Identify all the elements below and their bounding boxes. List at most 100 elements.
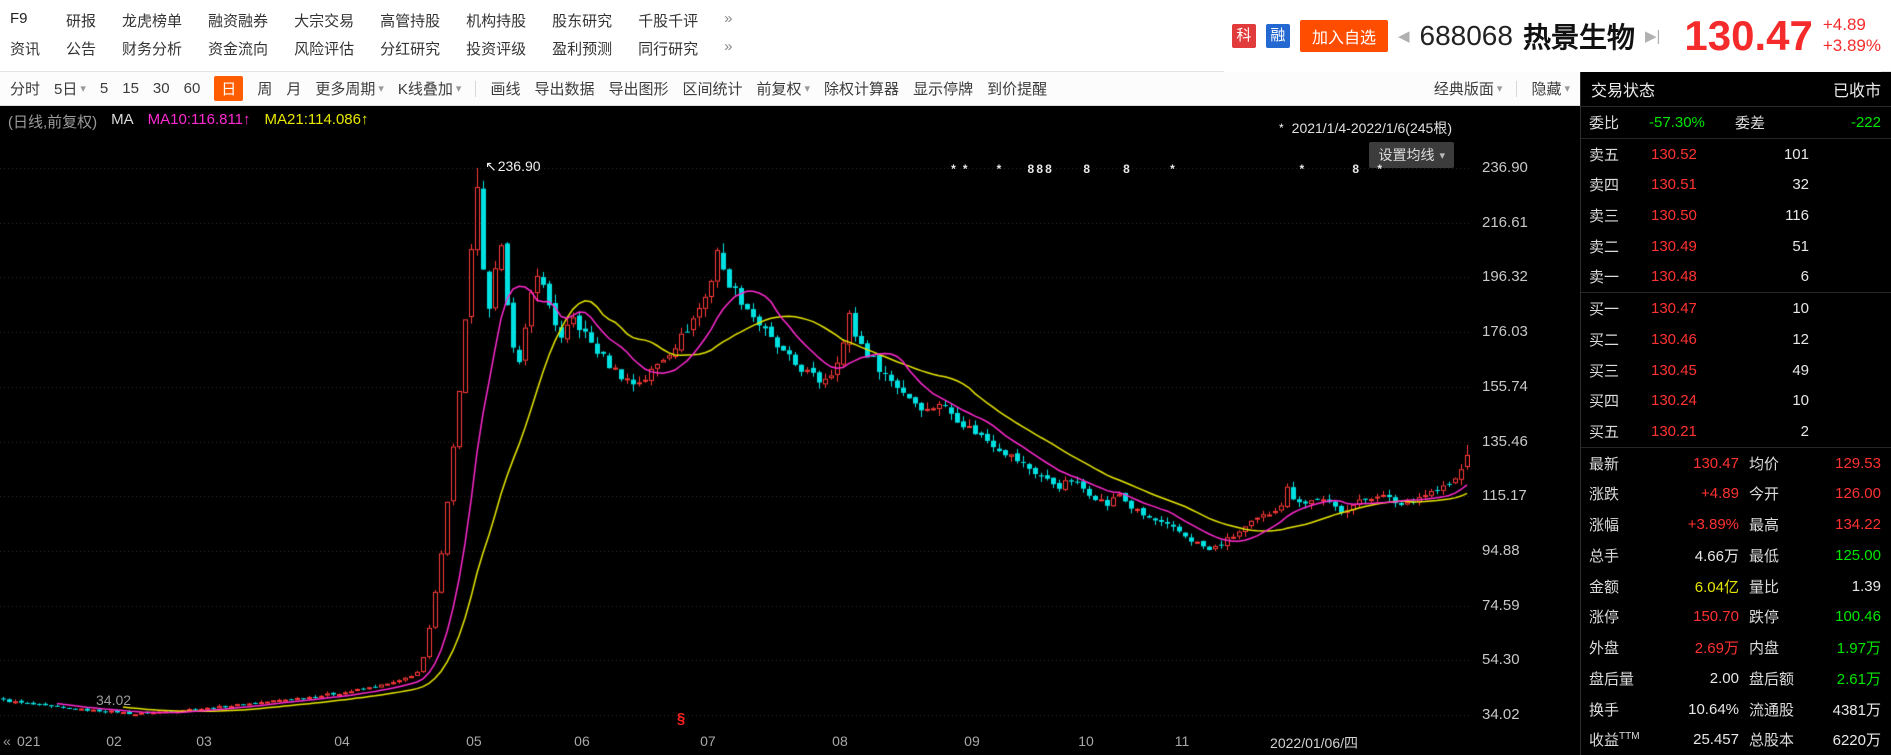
y-axis-label: 74.59: [1482, 596, 1520, 614]
event-marker[interactable]: 8: [1352, 162, 1360, 176]
event-marker[interactable]: 8: [1123, 162, 1130, 176]
toolbar-item-前复权[interactable]: 前复权 ▾: [757, 78, 811, 99]
toolbar-item-60[interactable]: 60: [184, 80, 201, 97]
add-watchlist-button[interactable]: 加入自选: [1299, 20, 1388, 52]
event-marker[interactable]: *: [996, 162, 1002, 176]
menu-row2-item-2[interactable]: 财务分析: [122, 41, 183, 58]
detail-label-1-text: 换手: [1589, 701, 1620, 719]
toolbar-item-导出图形[interactable]: 导出图形: [608, 78, 668, 99]
menu-row2-item-1[interactable]: 公告: [66, 41, 97, 58]
menu-row1-item-2[interactable]: 融资融券: [208, 13, 269, 30]
menu-more-chevron-2[interactable]: »: [724, 38, 733, 55]
menu-row1-item-1[interactable]: 龙虎榜单: [122, 13, 183, 30]
event-marker-icon: *: [1278, 121, 1284, 135]
y-axis-label: 115.17: [1482, 487, 1527, 505]
toolbar-item-除权计算器[interactable]: 除权计算器: [824, 78, 899, 99]
toolbar-item-更多周期[interactable]: 更多周期 ▾: [315, 78, 384, 99]
toolbar-item-日[interactable]: 日: [214, 76, 244, 101]
toolbar-item-到价提醒[interactable]: 到价提醒: [987, 78, 1047, 99]
toolbar-item-15[interactable]: 15: [122, 80, 139, 97]
detail-label-1: 涨跌: [1589, 483, 1653, 504]
detail-value-2: 125.00: [1835, 546, 1881, 564]
toolbar-item-月[interactable]: 月: [286, 78, 301, 99]
ask-row-2[interactable]: 卖四 130.51 32: [1581, 169, 1891, 200]
toolbar-item-画线[interactable]: 画线: [490, 78, 520, 99]
toolbar-item-导出数据[interactable]: 导出数据: [534, 78, 594, 99]
menu-row2-item-3[interactable]: 资金流向: [208, 41, 269, 58]
toolbar-item-label: 5: [99, 80, 109, 97]
toolbar-item-30[interactable]: 30: [153, 80, 170, 97]
ask-row-1[interactable]: 卖五 130.52 101: [1581, 139, 1891, 170]
toolbar-item-label: 经典版面: [1433, 81, 1494, 98]
toolbar-item-label: 前复权: [756, 81, 802, 98]
chart-column: 分时 5日 ▾ 5 15 30 60 日周月更多周期 ▾ K线叠加 ▾ 画线 导出数据 导出图形 区间统计前…: [0, 72, 1580, 755]
ma-settings-label: 设置均线: [1378, 147, 1435, 163]
toolbar-item-5[interactable]: 5: [100, 80, 108, 97]
toolbar-item-经典版面[interactable]: 经典版面 ▾: [1434, 78, 1503, 99]
toolbar-item-K线叠加[interactable]: K线叠加 ▾: [398, 78, 462, 99]
ma-label: MA: [111, 111, 134, 128]
margin-trading-badge: 融: [1265, 24, 1290, 48]
ask-row-3[interactable]: 卖三 130.50 116: [1581, 200, 1891, 231]
bid-row-4[interactable]: 买四 130.24 10: [1581, 385, 1891, 416]
toolbar-item-label: K线叠加: [397, 81, 453, 98]
detail-row-2: 涨跌 +4.89 今开 126.00: [1581, 479, 1891, 510]
ma-settings-button[interactable]: 设置均线 ▾: [1369, 142, 1454, 168]
event-marker[interactable]: 8: [1036, 162, 1044, 176]
x-axis-label: 03: [196, 733, 212, 749]
menu-row2-item-4[interactable]: 风险评估: [294, 41, 355, 58]
menu-row2-item-0[interactable]: 资讯: [10, 41, 41, 58]
event-marker[interactable]: 8: [1027, 162, 1035, 176]
menu-row2-item-6[interactable]: 投资评级: [466, 41, 527, 58]
toolbar-item-显示停牌[interactable]: 显示停牌: [913, 78, 973, 99]
menu-row1-item-4[interactable]: 高管持股: [380, 13, 441, 30]
prev-stock-arrow[interactable]: ◀: [1397, 28, 1410, 45]
toolbar-item-5日[interactable]: 5日 ▾: [54, 78, 86, 99]
dividend-marker[interactable]: §: [676, 710, 686, 727]
menu-row1-item-0[interactable]: 研报: [66, 13, 97, 30]
bid-row-3[interactable]: 买三 130.45 49: [1581, 355, 1891, 386]
ask-row-5[interactable]: 卖一 130.48 6: [1581, 262, 1891, 294]
event-marker[interactable]: *: [951, 162, 956, 176]
menu-row2-item-8[interactable]: 同行研究: [638, 41, 699, 58]
toolbar-item-区间统计[interactable]: 区间统计: [682, 78, 742, 99]
x-axis-label: 09: [964, 733, 980, 749]
toolbar-item-隐藏[interactable]: 隐藏 ▾: [1531, 78, 1570, 99]
x-axis-label: 10: [1078, 733, 1094, 749]
bid-volume: 10: [1792, 392, 1809, 410]
menu-row1-item-3[interactable]: 大宗交易: [294, 13, 355, 30]
bid-price: 130.46: [1651, 330, 1697, 348]
bid-row-1[interactable]: 买一 130.47 10: [1581, 293, 1891, 324]
y-axis-label: 94.88: [1482, 541, 1520, 559]
chevron-down-icon: ▾: [80, 83, 86, 95]
event-marker[interactable]: 8: [1045, 162, 1052, 176]
detail-label-1: 最新: [1589, 453, 1653, 474]
toolbar-item-周[interactable]: 周: [257, 78, 272, 99]
event-marker[interactable]: *: [1170, 162, 1175, 176]
trade-status-value: 已收市: [1832, 83, 1881, 100]
bid-row-2[interactable]: 买二 130.46 12: [1581, 324, 1891, 355]
kline-chart-canvas[interactable]: [0, 106, 1470, 729]
menu-row1-item-5[interactable]: 机构持股: [466, 13, 527, 30]
ask-price: 130.51: [1651, 176, 1697, 194]
menu-more-chevron-1[interactable]: »: [724, 10, 733, 27]
ask-row-4[interactable]: 卖二 130.49 51: [1581, 231, 1891, 262]
menu-row2-item-7[interactable]: 盈利预测: [552, 41, 613, 58]
menu-row2-item-5[interactable]: 分红研究: [380, 41, 441, 58]
event-marker[interactable]: *: [1299, 162, 1305, 176]
ask-volume: 101: [1783, 145, 1809, 163]
bid-row-5[interactable]: 买五 130.21 2: [1581, 416, 1891, 448]
next-stock-arrow[interactable]: ▶|: [1644, 28, 1661, 45]
detail-value-2: 1.39: [1851, 577, 1881, 595]
detail-value-2: 1.97万: [1836, 640, 1881, 658]
event-marker[interactable]: 8: [1083, 162, 1091, 176]
date-range-box: * 2021/1/4-2022/1/6(245根): [1279, 118, 1452, 138]
menu-row1-item-7[interactable]: 千股千评: [638, 13, 699, 30]
detail-value-1: 130.47: [1693, 454, 1739, 472]
x-axis-label: 06: [574, 733, 590, 749]
event-marker[interactable]: *: [1377, 162, 1383, 176]
event-marker[interactable]: *: [962, 162, 968, 176]
x-axis-scroll-left[interactable]: «: [3, 733, 11, 749]
menu-row1-item-6[interactable]: 股东研究: [552, 13, 613, 30]
toolbar-item-分时[interactable]: 分时: [10, 78, 40, 99]
